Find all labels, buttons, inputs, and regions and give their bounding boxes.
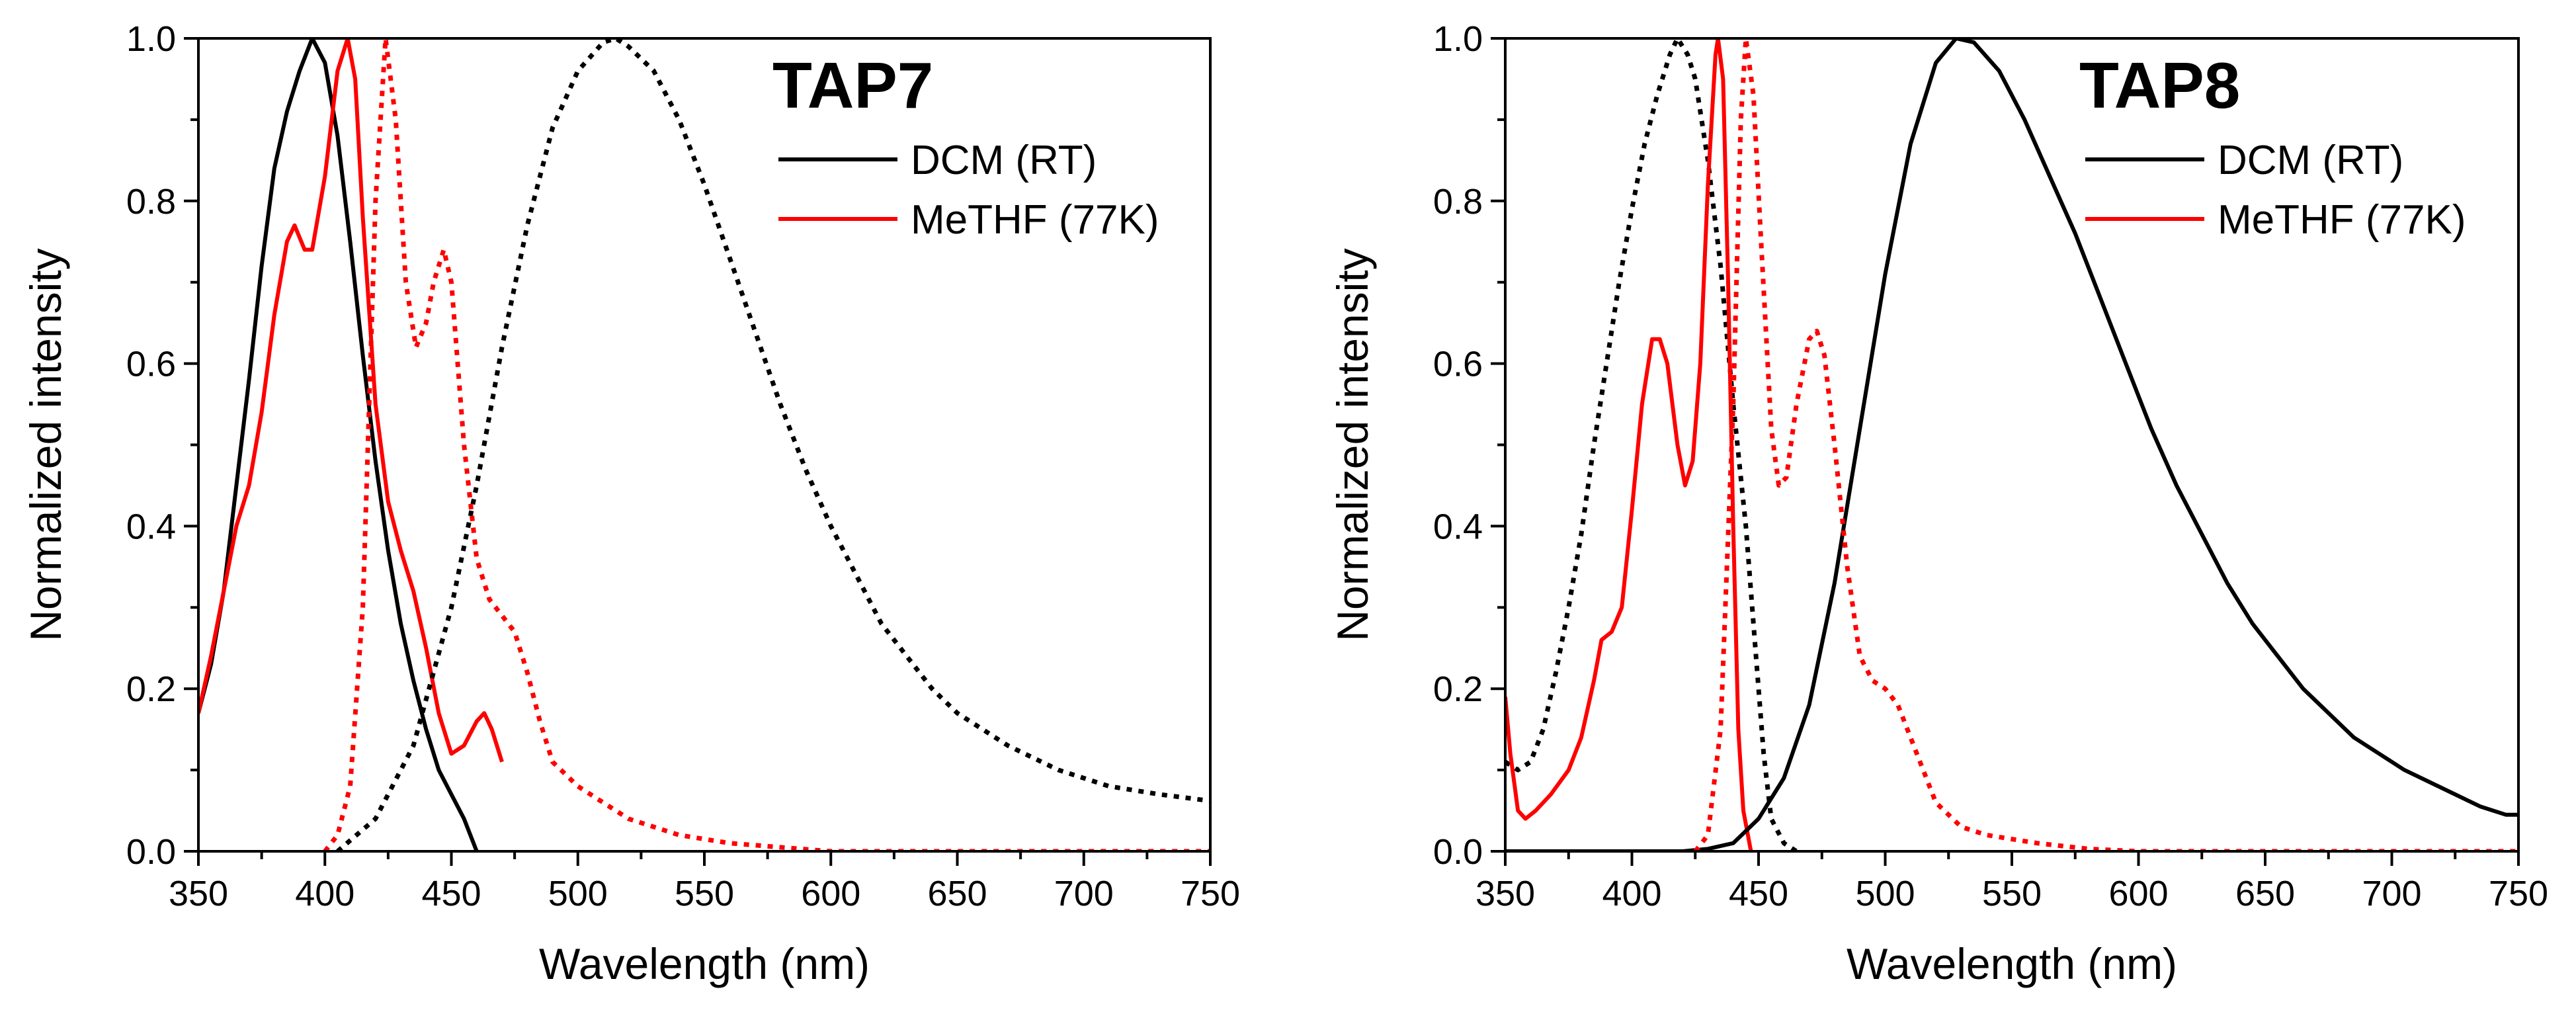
series-line-methf-77k-absorption bbox=[1505, 38, 1753, 851]
y-tick-label: 0.4 bbox=[1433, 507, 1483, 546]
chart-panel-1: 350 400 450 500 550 600 650 700 750 0.0 0.2 0.4 0.6 0… bbox=[21, 19, 1240, 988]
legend-label: MeTHF (77K) bbox=[2218, 197, 2466, 243]
x-tick-label: 700 bbox=[2362, 874, 2421, 913]
legend-label: DCM (RT) bbox=[2218, 138, 2403, 183]
legend-label: DCM (RT) bbox=[911, 138, 1097, 183]
series-group bbox=[198, 38, 1210, 851]
x-tick-label: 600 bbox=[801, 874, 860, 913]
x-tick-label: 600 bbox=[2108, 874, 2168, 913]
x-tick-label: 700 bbox=[1054, 874, 1114, 913]
x-tick-label: 650 bbox=[927, 874, 987, 913]
series-line-dcm-rt-emission bbox=[1505, 38, 2518, 851]
series-line-methf-77k-emission bbox=[323, 38, 1210, 851]
x-tick-label: 350 bbox=[1475, 874, 1535, 913]
y-tick-label: 0.2 bbox=[126, 669, 176, 709]
x-tick-label: 400 bbox=[295, 874, 354, 913]
x-tick-label: 500 bbox=[1855, 874, 1915, 913]
series-line-methf-77k-absorption bbox=[198, 38, 504, 763]
x-tick-label: 400 bbox=[1602, 874, 1661, 913]
x-tick-label: 450 bbox=[1729, 874, 1788, 913]
chart-title: TAP8 bbox=[2079, 49, 2240, 122]
y-tick-label: 0.8 bbox=[126, 182, 176, 222]
x-axis-label: Wavelength (nm) bbox=[1847, 939, 2177, 988]
x-tick-label: 650 bbox=[2235, 874, 2295, 913]
series-line-dcm-rt-emission bbox=[336, 38, 1210, 851]
series-group bbox=[1505, 38, 2518, 851]
y-tick-label: 0.0 bbox=[1433, 832, 1483, 872]
y-tick-label: 0.4 bbox=[126, 507, 176, 546]
y-tick-label: 0.6 bbox=[126, 345, 176, 384]
x-tick-label: 500 bbox=[548, 874, 608, 913]
chart-panel-2: 350 400 450 500 550 600 650 700 750 0.0 0.2 0.4 0.6 0… bbox=[1328, 19, 2548, 988]
x-tick-label: 350 bbox=[169, 874, 228, 913]
y-tick-label: 0.2 bbox=[1433, 669, 1483, 709]
x-tick-label: 550 bbox=[675, 874, 734, 913]
y-axis-label: Normalized intensity bbox=[1328, 248, 1377, 641]
x-tick-label: 750 bbox=[2489, 874, 2548, 913]
y-axis-label: Normalized intensity bbox=[21, 248, 70, 641]
legend-label: MeTHF (77K) bbox=[911, 197, 1159, 243]
series-line-dcm-rt-absorption bbox=[198, 38, 479, 851]
y-tick-label: 0.0 bbox=[126, 832, 176, 872]
chart-title: TAP7 bbox=[772, 49, 933, 122]
y-tick-label: 1.0 bbox=[1433, 19, 1483, 59]
x-tick-label: 450 bbox=[421, 874, 481, 913]
y-tick-label: 1.0 bbox=[126, 19, 176, 59]
x-tick-label: 750 bbox=[1181, 874, 1240, 913]
series-line-dcm-rt-absorption bbox=[1505, 38, 1798, 851]
x-tick-label: 550 bbox=[1982, 874, 2042, 913]
y-tick-label: 0.6 bbox=[1433, 345, 1483, 384]
y-tick-label: 0.8 bbox=[1433, 182, 1483, 222]
x-axis-label: Wavelength (nm) bbox=[539, 939, 870, 988]
